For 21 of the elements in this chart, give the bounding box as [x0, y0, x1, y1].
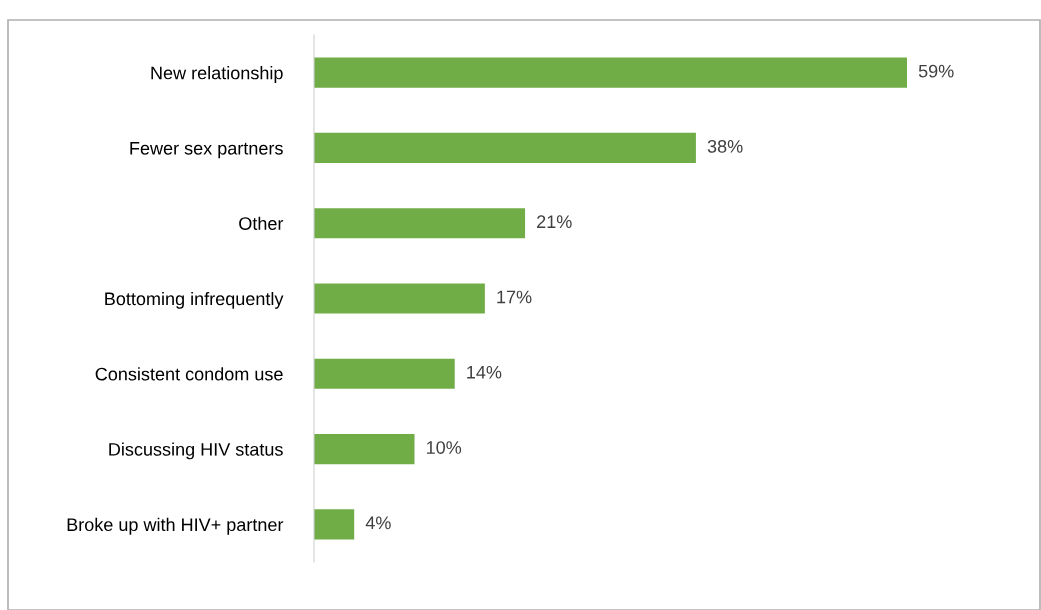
bar: [314, 283, 485, 314]
y-tick-label: New relationship: [151, 66, 283, 83]
bar: [314, 57, 907, 88]
bar: [314, 208, 526, 239]
data-label: 17%: [497, 290, 532, 304]
y-tick-label: Other: [239, 216, 284, 230]
bar: [314, 434, 415, 465]
data-label: 4%: [365, 516, 391, 530]
bar: [314, 358, 455, 389]
data-label: 14%: [467, 365, 502, 379]
bar: [314, 132, 696, 163]
data-label: 38%: [707, 139, 743, 153]
y-tick-label: Consistent condom use: [95, 367, 283, 381]
y-tick-label: Broke up with HIV+ partner: [67, 517, 284, 535]
y-tick-label: Fewer sex partners: [130, 142, 283, 159]
y-tick-label: Discussing HIV status: [109, 442, 283, 460]
data-label: 21%: [537, 215, 572, 228]
data-label: 59%: [918, 64, 954, 78]
bar: [314, 509, 355, 540]
data-label: 10%: [427, 441, 462, 454]
y-tick-label: Bottoming infrequently: [105, 291, 284, 309]
